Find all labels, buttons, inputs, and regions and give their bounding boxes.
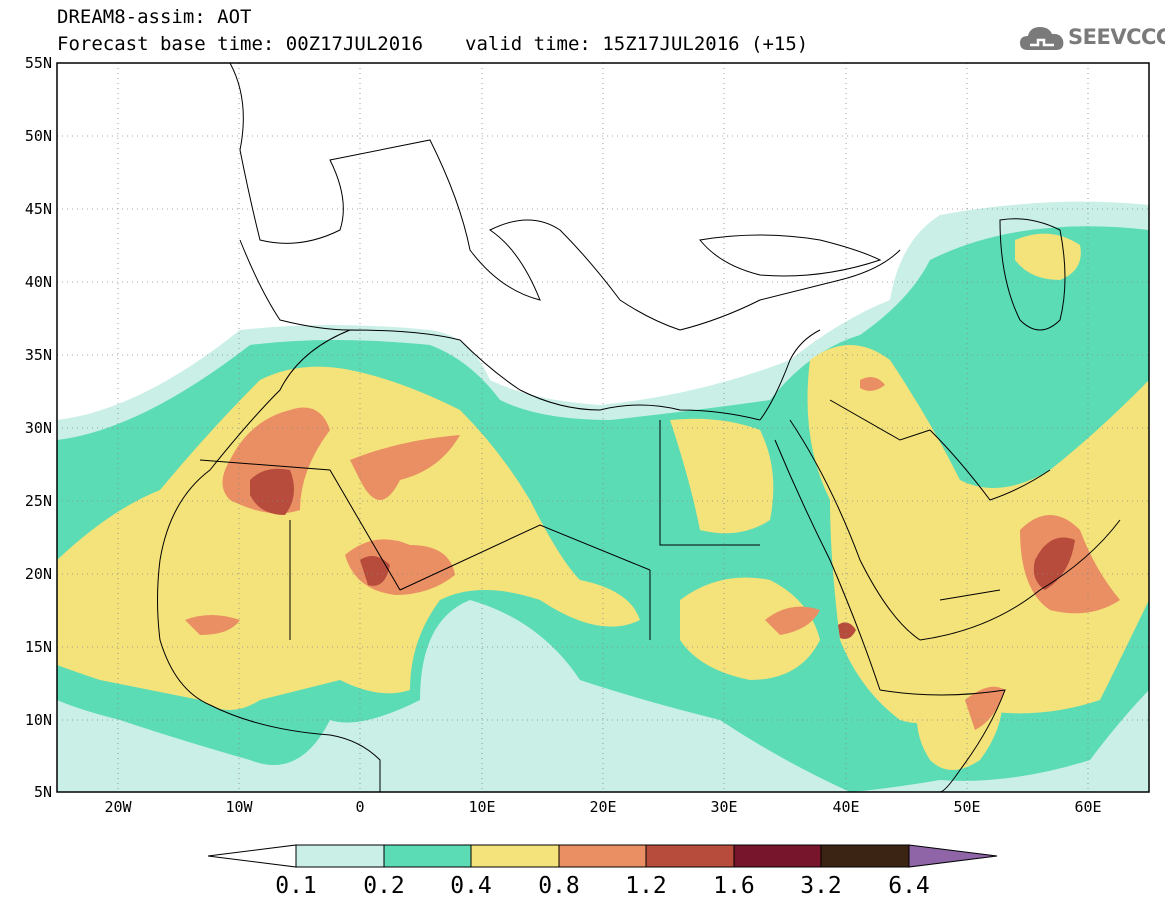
- colorbar-label: 0.8: [538, 873, 580, 899]
- lon-tick-label: 20E: [589, 798, 616, 816]
- graticule: [57, 63, 1149, 792]
- colorbar-label: 6.4: [888, 873, 930, 899]
- colorbar-segment: [645, 844, 735, 868]
- aot-field-1.2-core-oman: [1033, 537, 1075, 590]
- forecast-time-line: Forecast base time: 00Z17JUL2016 valid ti…: [57, 33, 808, 55]
- colorbar-label: 0.1: [275, 873, 317, 899]
- lat-tick-label: 35N: [25, 346, 52, 364]
- seevccc-logo: SEEVCCC: [1018, 22, 1165, 56]
- lat-tick-label: 20N: [25, 565, 52, 583]
- forecast-valid-time: valid time: 15Z17JUL2016 (+15): [465, 33, 809, 55]
- colorbar-label: 0.2: [363, 873, 405, 899]
- aot-field-0.8-sudan: [765, 606, 820, 635]
- lon-tick-label: 30E: [710, 798, 737, 816]
- aot-field-0.8-somalia: [965, 686, 1005, 730]
- lat-tick-label: 5N: [34, 783, 52, 801]
- aot-field-0.4-egypt: [670, 418, 774, 534]
- colorbar-segment: [383, 844, 472, 868]
- lat-tick-label: 40N: [25, 273, 52, 291]
- lat-tick-label: 15N: [25, 638, 52, 656]
- aot-field-0.8-algeria: [350, 435, 460, 500]
- lon-tick-label: 10W: [225, 798, 253, 816]
- aot-field-0.8-iraq: [860, 376, 885, 391]
- lat-tick-label: 50N: [25, 127, 52, 145]
- lon-tick-label: 10E: [468, 798, 495, 816]
- colorbar-label: 1.2: [625, 873, 667, 899]
- lat-tick-label: 10N: [25, 711, 52, 729]
- aot-field-0.8-west-sahara: [222, 407, 330, 514]
- colorbar-segment: [295, 844, 385, 868]
- forecast-base-time: Forecast base time: 00Z17JUL2016: [57, 33, 424, 55]
- lat-tick-label: 25N: [25, 492, 52, 510]
- aot-field-0.8-mauritania: [185, 615, 240, 635]
- colorbar-segment: [470, 844, 560, 868]
- cloud-icon: [1020, 27, 1064, 50]
- colorbar-label: 3.2: [800, 873, 842, 899]
- colorbar-segment: [558, 844, 647, 868]
- colorbar-labels: 0.1 0.2 0.4 0.8 1.2 1.6 3.2 6.4: [275, 873, 930, 899]
- lon-tick-label: 60E: [1074, 798, 1101, 816]
- colorbar-segment: [820, 844, 910, 868]
- lon-tick-label: 40E: [832, 798, 859, 816]
- aot-field-1.2-core-niger: [360, 556, 390, 586]
- colorbar-label: 0.4: [450, 873, 492, 899]
- lon-tick-labels: 20W 10W 0 10E 20E 30E 40E 50E 60E: [104, 798, 1101, 816]
- aot-field-0.4-sudan: [680, 577, 820, 680]
- colorbar-above-triangle: [908, 844, 998, 868]
- map-title: DREAM8-assim: AOT: [57, 6, 252, 28]
- logo-text: SEEVCCC: [1068, 25, 1165, 49]
- colorbar-label: 1.6: [713, 873, 755, 899]
- lat-tick-labels: 55N 50N 45N 40N 35N 30N 25N 20N 15N 10N …: [25, 54, 52, 801]
- aot-field-1.2-core-west: [250, 468, 294, 515]
- lon-tick-label: 0: [355, 798, 364, 816]
- aot-shading: [57, 201, 1149, 792]
- lat-tick-label: 30N: [25, 419, 52, 437]
- aot-field-0.4-arabia: [807, 345, 1149, 724]
- map-frame: [56, 62, 1150, 793]
- colorbar-segment: [733, 844, 822, 868]
- colorbar: [207, 844, 998, 868]
- colorbar-below-triangle: [207, 844, 297, 868]
- coastlines: [157, 63, 1121, 792]
- aot-field-1.2-core-ethiopia: [838, 622, 856, 639]
- lat-tick-label: 45N: [25, 200, 52, 218]
- lon-tick-label: 50E: [953, 798, 980, 816]
- lat-tick-label: 55N: [25, 54, 52, 72]
- lon-tick-label: 20W: [104, 798, 132, 816]
